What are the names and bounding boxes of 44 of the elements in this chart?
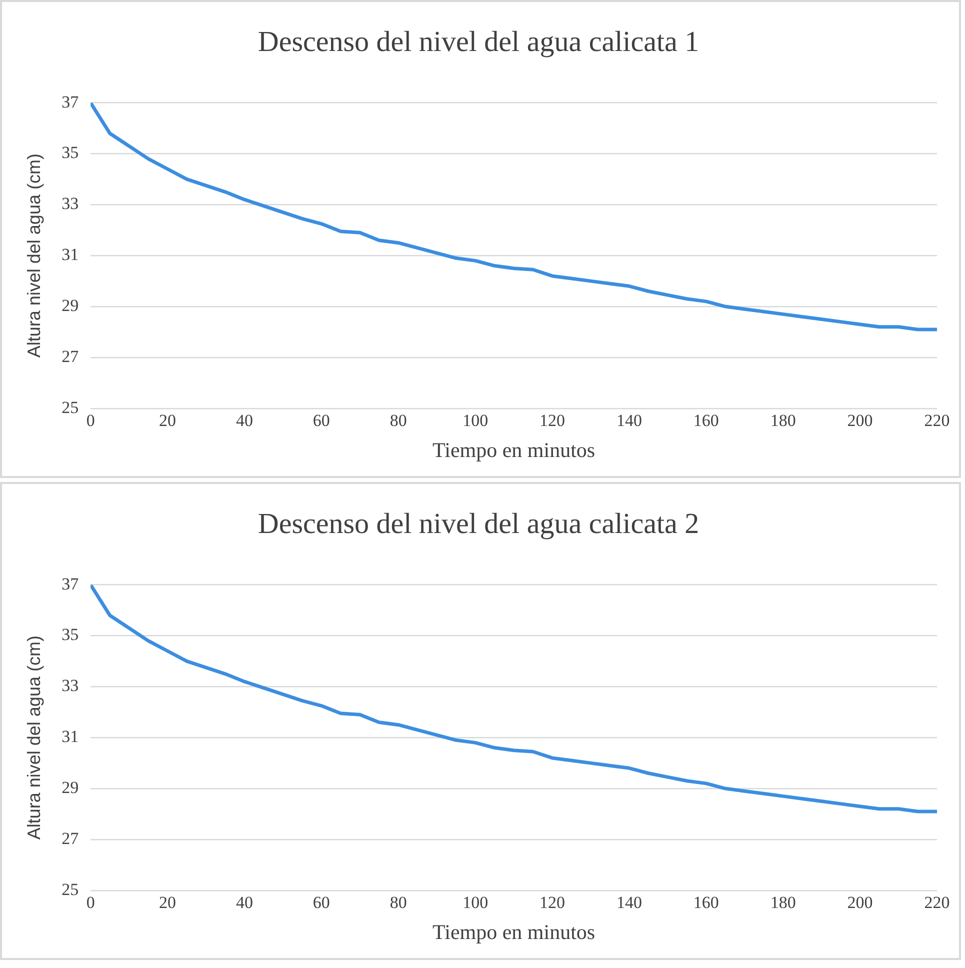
x-tick-label: 40 (236, 411, 253, 430)
x-tick-label: 80 (390, 411, 407, 430)
y-tick-label: 27 (62, 346, 80, 366)
x-tick-label: 160 (693, 893, 719, 912)
x-tick-label: 140 (616, 411, 642, 430)
y-tick-label: 25 (62, 398, 79, 417)
x-tick-label: 0 (86, 893, 95, 912)
x-tick-label: 200 (847, 411, 873, 430)
y-tick-label: 33 (62, 676, 79, 696)
x-tick-label: 80 (390, 893, 407, 912)
x-tick-label: 100 (462, 411, 488, 430)
y-axis-title: Altura nivel del agua (cm) (24, 154, 44, 358)
x-tick-label: 40 (236, 893, 253, 912)
x-tick-label: 0 (86, 411, 95, 430)
y-tick-label: 35 (62, 625, 79, 644)
chart-title: Descenso del nivel del agua calicata 2 (258, 508, 700, 540)
y-tick-label: 35 (62, 143, 79, 162)
x-tick-label: 20 (159, 893, 176, 912)
y-tick-label: 37 (62, 574, 80, 594)
y-tick-label: 27 (62, 828, 80, 848)
x-tick-label: 140 (616, 893, 642, 912)
y-axis-title: Altura nivel del agua (cm) (24, 636, 44, 840)
x-tick-label: 220 (924, 893, 950, 912)
x-tick-label: 180 (770, 893, 796, 912)
x-tick-label: 120 (540, 411, 566, 430)
x-axis-title: Tiempo en minutos (432, 438, 596, 462)
x-tick-label: 220 (924, 411, 950, 430)
y-tick-label: 37 (62, 92, 80, 112)
chart-title: Descenso del nivel del agua calicata 1 (258, 26, 700, 58)
x-tick-label: 60 (312, 411, 330, 430)
x-tick-label: 100 (462, 893, 488, 912)
x-tick-label: 20 (159, 411, 176, 430)
y-tick-label: 29 (62, 296, 79, 315)
x-tick-label: 180 (770, 411, 796, 430)
y-tick-label: 29 (62, 778, 79, 797)
y-tick-label: 31 (62, 727, 79, 746)
x-tick-label: 160 (693, 411, 719, 430)
x-tick-label: 200 (847, 893, 873, 912)
x-tick-label: 60 (312, 893, 330, 912)
x-axis-title: Tiempo en minutos (432, 920, 596, 944)
y-tick-label: 31 (62, 245, 79, 264)
y-tick-label: 25 (62, 880, 79, 899)
x-tick-label: 120 (540, 893, 566, 912)
y-tick-label: 33 (62, 194, 79, 214)
